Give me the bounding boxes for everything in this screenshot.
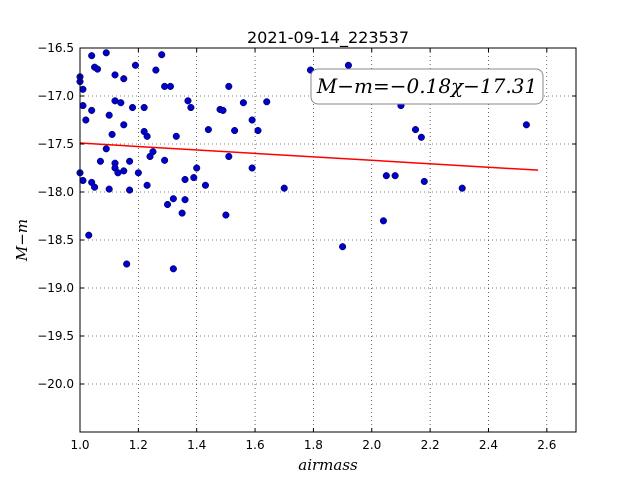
data-point	[102, 145, 110, 153]
data-point	[158, 51, 166, 59]
data-point	[88, 106, 96, 114]
grid-lines	[79, 47, 576, 432]
data-point	[239, 99, 247, 107]
data-point	[126, 186, 134, 194]
data-point	[190, 174, 198, 182]
data-point	[126, 157, 134, 165]
fit-legend-frame	[310, 68, 544, 105]
data-point	[254, 127, 262, 135]
data-point	[117, 99, 125, 107]
data-point	[522, 121, 530, 129]
data-point	[120, 121, 128, 129]
fit-legend-box: M−m=−0.18χ−17.31	[310, 68, 544, 105]
data-point	[391, 172, 399, 180]
data-point	[108, 130, 116, 138]
data-point	[382, 172, 390, 180]
x-tick-label: 1.2	[129, 438, 148, 452]
y-tick-label: −18.5	[37, 233, 74, 247]
x-tick-labels: 1.0 1.2 1.4 1.6 1.8 2.0 2.2 2.4 2.6	[70, 438, 556, 452]
data-point	[187, 103, 195, 112]
y-tick-label: −19.5	[37, 329, 74, 343]
data-point	[161, 156, 169, 164]
data-point	[131, 61, 139, 69]
data-point	[143, 132, 151, 140]
y-tick-label: −18.0	[37, 185, 74, 199]
data-point	[169, 195, 177, 203]
data-point	[105, 185, 113, 193]
data-point	[79, 85, 87, 93]
fit-line	[79, 142, 539, 171]
y-tick-label: −17.5	[37, 137, 74, 151]
data-point	[181, 196, 189, 204]
data-point	[79, 102, 87, 110]
data-point	[111, 71, 119, 79]
data-point	[379, 217, 387, 225]
data-point	[105, 111, 113, 119]
data-point	[225, 152, 233, 161]
data-point	[225, 82, 233, 90]
data-point	[149, 148, 157, 156]
data-point	[344, 61, 352, 69]
y-tick-label: −19.0	[37, 281, 74, 295]
x-tick-label: 2.2	[421, 438, 440, 452]
fit-equation-label: M−m=−0.18χ−17.31	[316, 74, 537, 98]
data-point	[181, 175, 189, 184]
data-point	[263, 98, 271, 106]
y-tick-label: −17.0	[37, 89, 74, 103]
data-point	[166, 82, 174, 90]
data-point	[280, 184, 288, 192]
data-point	[184, 97, 192, 105]
y-tick-labels: −16.5 −17.0 −17.5 −18.0 −18.5 −19.0 −19.5 −20.0	[37, 41, 74, 391]
x-tick-label: 1.4	[187, 438, 206, 452]
data-point	[458, 184, 466, 192]
data-point	[140, 103, 148, 112]
data-point	[128, 103, 137, 112]
data-point	[172, 132, 180, 140]
data-point	[93, 65, 102, 73]
x-tick-label: 2.6	[537, 438, 556, 452]
data-point	[339, 243, 347, 251]
data-point	[102, 49, 110, 57]
x-tick-label: 1.8	[304, 438, 323, 452]
data-point	[123, 260, 131, 268]
data-point	[411, 126, 420, 134]
data-point	[143, 181, 151, 189]
data-point	[204, 126, 212, 134]
x-tick-label: 1.0	[70, 438, 89, 452]
data-point	[79, 176, 87, 185]
data-point	[231, 127, 239, 135]
data-point	[201, 181, 210, 189]
data-point	[178, 209, 186, 217]
data-point	[85, 231, 93, 239]
x-axis-label: airmass	[298, 456, 358, 474]
data-point	[152, 66, 160, 74]
axis-ticks	[79, 47, 576, 432]
data-point	[417, 133, 425, 141]
chart-title: 2021-09-14_223537	[247, 28, 409, 48]
data-point	[82, 116, 90, 124]
y-axis-label: M−m	[13, 219, 31, 262]
data-point	[222, 211, 230, 219]
data-point	[88, 52, 96, 60]
data-point	[248, 164, 256, 172]
data-point	[163, 200, 172, 209]
x-tick-label: 1.6	[246, 438, 265, 452]
data-point	[91, 183, 99, 191]
data-point	[193, 164, 201, 172]
x-tick-label: 2.4	[479, 438, 498, 452]
data-point	[248, 116, 256, 124]
data-point	[219, 106, 227, 114]
y-tick-label: −20.0	[37, 377, 74, 391]
data-point	[120, 75, 128, 83]
y-tick-label: −16.5	[37, 41, 74, 55]
x-tick-label: 2.0	[362, 438, 381, 452]
data-points	[76, 49, 530, 273]
data-point	[169, 265, 177, 273]
data-point	[420, 177, 428, 185]
fit-line-layer	[79, 142, 539, 171]
data-point	[96, 157, 104, 165]
data-point	[134, 169, 142, 177]
data-point	[120, 167, 128, 175]
